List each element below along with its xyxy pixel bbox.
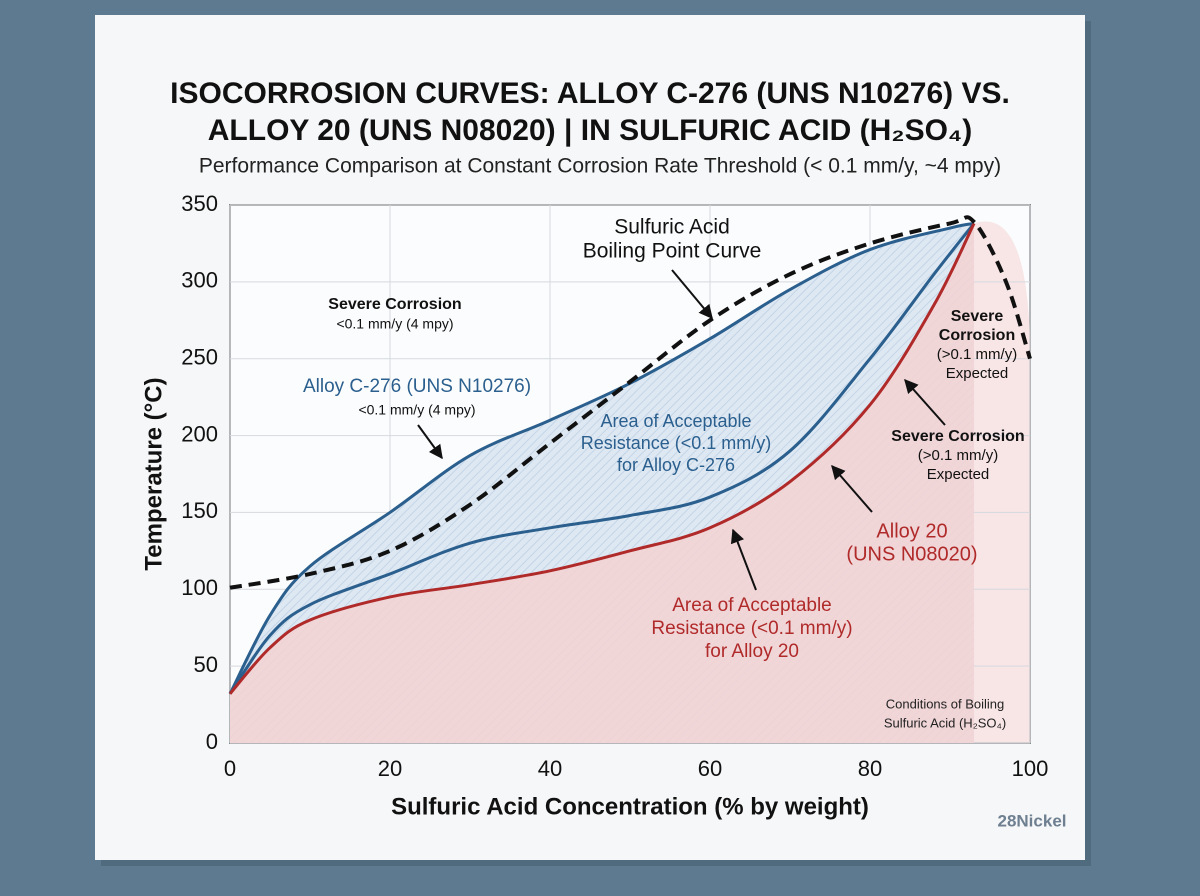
annotation: Alloy C-276 (UNS N10276) [303, 376, 531, 397]
y-tick-label: 250 [181, 345, 218, 370]
x-tick-label: 0 [224, 756, 236, 781]
title-line: ALLOY 20 (UNS N08020) | IN SULFURIC ACID… [208, 114, 972, 147]
y-tick-label: 300 [181, 268, 218, 293]
arrow [831, 464, 873, 513]
x-tick-label: 40 [538, 756, 562, 781]
annotation: Corrosion [939, 327, 1015, 344]
severe-region [974, 221, 1030, 744]
arrow [671, 269, 713, 320]
annotation: Severe Corrosion [328, 296, 461, 313]
annotation: (>0.1 mm/y) [937, 346, 1017, 363]
area [230, 223, 974, 744]
annotation: Resistance (<0.1 mm/y) [581, 433, 772, 453]
annotation: Severe Corrosion [891, 428, 1024, 445]
x-axis-label: Sulfuric Acid Concentration (% by weight… [391, 793, 869, 820]
plot: 0 50 100 150 200 250 300 350 0 20 40 60 80 100 Severe … [181, 191, 1048, 781]
arrow [730, 528, 757, 591]
annotation: <0.1 mm/y (4 mpy) [336, 316, 453, 332]
y-tick-label: 0 [206, 729, 218, 754]
x-tick-label: 100 [1012, 756, 1049, 781]
annotation: (UNS N08020) [846, 543, 977, 565]
annotation: Resistance (<0.1 mm/y) [651, 618, 852, 639]
annotation: Expected [946, 365, 1009, 382]
annotation: Severe [951, 308, 1004, 325]
annotation: <0.1 mm/y (4 mpy) [358, 402, 475, 418]
y-tick-label: 100 [181, 575, 218, 600]
y-tick-label: 350 [181, 191, 218, 216]
line [228, 222, 976, 695]
annotation: Conditions of Boiling [886, 696, 1005, 711]
annotation: for Alloy 20 [705, 641, 799, 662]
annotation: Expected [927, 466, 990, 483]
x-tick-label: 80 [858, 756, 882, 781]
y-tick-label: 150 [181, 498, 218, 523]
watermark: 28Nickel [998, 811, 1067, 830]
line [228, 222, 976, 695]
annotation: Area of Acceptable [672, 595, 832, 616]
y-axis-label: Temperature (°C) [140, 377, 167, 570]
x-tick-label: 60 [698, 756, 722, 781]
annotation: Area of Acceptable [600, 411, 751, 431]
annotation: Boiling Point Curve [583, 240, 762, 263]
arrow [904, 378, 946, 426]
arrow [417, 424, 443, 460]
annotation: Alloy 20 [876, 520, 947, 542]
line [228, 221, 975, 695]
title-line: ISOCORROSION CURVES: ALLOY C-276 (UNS N1… [170, 77, 1010, 110]
y-tick-label: 200 [181, 421, 218, 446]
x-tick-label: 20 [378, 756, 402, 781]
y-tick-label: 50 [194, 652, 218, 677]
line [229, 215, 1032, 590]
annotation: Sulfuric Acid [614, 216, 730, 239]
annotation: for Alloy C-276 [617, 455, 735, 475]
annotation: Sulfuric Acid (H₂SO₄) [884, 715, 1006, 730]
annotation: (>0.1 mm/y) [918, 447, 998, 464]
subtitle: Performance Comparison at Constant Corro… [199, 155, 1001, 178]
